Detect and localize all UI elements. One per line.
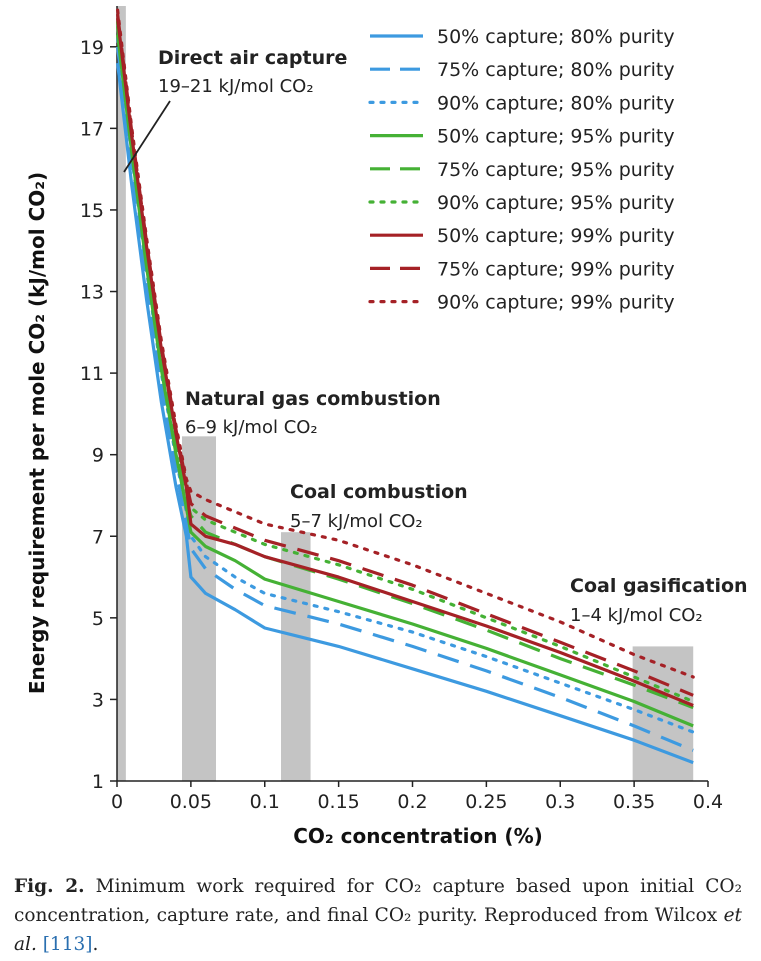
y-tick-label-8: 17 — [80, 118, 104, 140]
x-tick-label-4: 0.2 — [397, 791, 427, 813]
legend-label-0: 50% capture; 80% purity — [437, 26, 675, 48]
legend: 50% capture; 80% purity 75% capture; 80% … — [368, 26, 675, 314]
legend-label-5: 90% capture; 95% purity — [437, 192, 675, 214]
x-tick-label-0: 0 — [111, 791, 123, 813]
region-range-2: 5–7 kJ/mol CO₂ — [290, 511, 423, 532]
x-tick-label-5: 0.25 — [465, 791, 507, 813]
x-axis-label: CO₂ concentration (%) — [293, 824, 543, 848]
caption-figure-label: Fig. 2. — [14, 876, 85, 897]
series-line-0 — [116, 62, 694, 765]
caption-end: . — [92, 934, 99, 955]
legend-label-3: 50% capture; 95% purity — [437, 126, 675, 148]
dac-leader-line — [123, 100, 171, 173]
region-range-1: 6–9 kJ/mol CO₂ — [185, 417, 318, 438]
region-range-0: 19–21 kJ/mol CO₂ — [158, 76, 314, 97]
legend-label-2: 90% capture; 80% purity — [437, 92, 675, 114]
series-line-8 — [115, 8, 695, 679]
x-tick-label-2: 0.1 — [250, 791, 280, 813]
legend-label-6: 50% capture; 99% purity — [437, 225, 675, 247]
series-line-1 — [116, 46, 694, 752]
x-tick-label-3: 0.15 — [317, 791, 359, 813]
series-line-5 — [115, 20, 695, 704]
y-tick-label-9: 19 — [80, 37, 104, 59]
y-tick-label-4: 9 — [92, 445, 104, 467]
y-tick-label-6: 13 — [80, 282, 104, 304]
caption-authors-suffix: et al. — [14, 905, 742, 955]
highlight-regions — [117, 6, 694, 781]
figure-caption: Fig. 2. Minimum work required for CO₂ ca… — [14, 872, 742, 959]
legend-label-4: 75% capture; 95% purity — [437, 159, 675, 181]
region-labels: Direct air capture 19–21 kJ/mol CO₂ Natura… — [123, 47, 748, 626]
legend-label-7: 75% capture; 99% purity — [437, 258, 675, 280]
caption-reference-link[interactable]: [113] — [42, 934, 93, 955]
y-tick-label-0: 1 — [92, 771, 104, 793]
x-tick-label-7: 0.35 — [613, 791, 655, 813]
region-label-0: Direct air capture — [158, 47, 347, 69]
y-tick-label-1: 3 — [92, 689, 104, 711]
y-tick-label-5: 11 — [80, 363, 104, 385]
x-tick-label-1: 0.05 — [170, 791, 212, 813]
x-tick-label-8: 0.4 — [693, 791, 723, 813]
x-tick-label-6: 0.3 — [545, 791, 575, 813]
region-label-1: Natural gas combustion — [185, 388, 441, 410]
y-tick-label-7: 15 — [80, 200, 104, 222]
region-bar-2 — [281, 532, 311, 781]
region-bar-0 — [117, 6, 126, 781]
region-label-3: Coal gasification — [570, 575, 748, 597]
region-range-3: 1–4 kJ/mol CO₂ — [570, 605, 703, 626]
region-label-2: Coal combustion — [290, 481, 468, 503]
data-series — [115, 8, 695, 765]
y-tick-label-3: 7 — [92, 526, 104, 548]
caption-text: Minimum work required for CO₂ capture ba… — [14, 876, 743, 926]
y-axis-label: Energy requirement per mole CO₂ (kJ/mol … — [25, 172, 49, 694]
legend-label-8: 90% capture; 99% purity — [437, 292, 675, 314]
legend-label-1: 75% capture; 80% purity — [437, 59, 675, 81]
y-tick-label-2: 5 — [92, 608, 104, 630]
